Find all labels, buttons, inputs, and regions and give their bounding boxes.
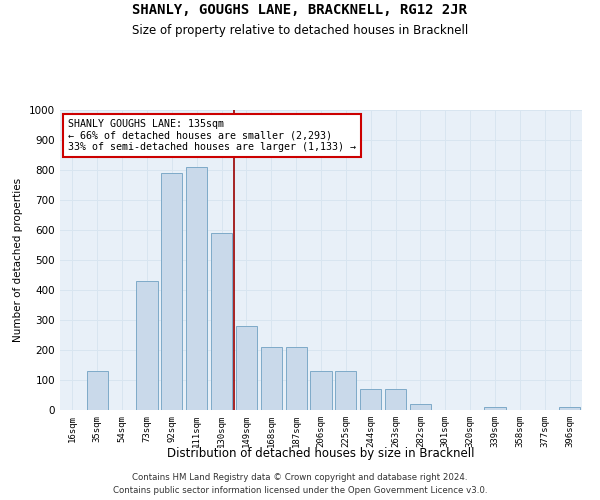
Bar <box>310 371 332 410</box>
Text: SHANLY, GOUGHS LANE, BRACKNELL, RG12 2JR: SHANLY, GOUGHS LANE, BRACKNELL, RG12 2JR <box>133 2 467 16</box>
Bar <box>211 233 232 410</box>
Bar <box>286 347 307 410</box>
Text: Contains HM Land Registry data © Crown copyright and database right 2024.: Contains HM Land Registry data © Crown c… <box>132 472 468 482</box>
Bar <box>261 347 282 410</box>
Text: Distribution of detached houses by size in Bracknell: Distribution of detached houses by size … <box>167 448 475 460</box>
Bar <box>385 389 406 410</box>
Bar <box>236 326 257 410</box>
Text: SHANLY GOUGHS LANE: 135sqm
← 66% of detached houses are smaller (2,293)
33% of s: SHANLY GOUGHS LANE: 135sqm ← 66% of deta… <box>68 119 356 152</box>
Bar <box>87 371 108 410</box>
Text: Size of property relative to detached houses in Bracknell: Size of property relative to detached ho… <box>132 24 468 37</box>
Bar <box>484 407 506 410</box>
Bar <box>335 371 356 410</box>
Y-axis label: Number of detached properties: Number of detached properties <box>13 178 23 342</box>
Bar <box>136 281 158 410</box>
Bar <box>186 167 207 410</box>
Bar <box>559 407 580 410</box>
Text: Contains public sector information licensed under the Open Government Licence v3: Contains public sector information licen… <box>113 486 487 495</box>
Bar <box>410 404 431 410</box>
Bar <box>360 389 381 410</box>
Bar <box>161 173 182 410</box>
